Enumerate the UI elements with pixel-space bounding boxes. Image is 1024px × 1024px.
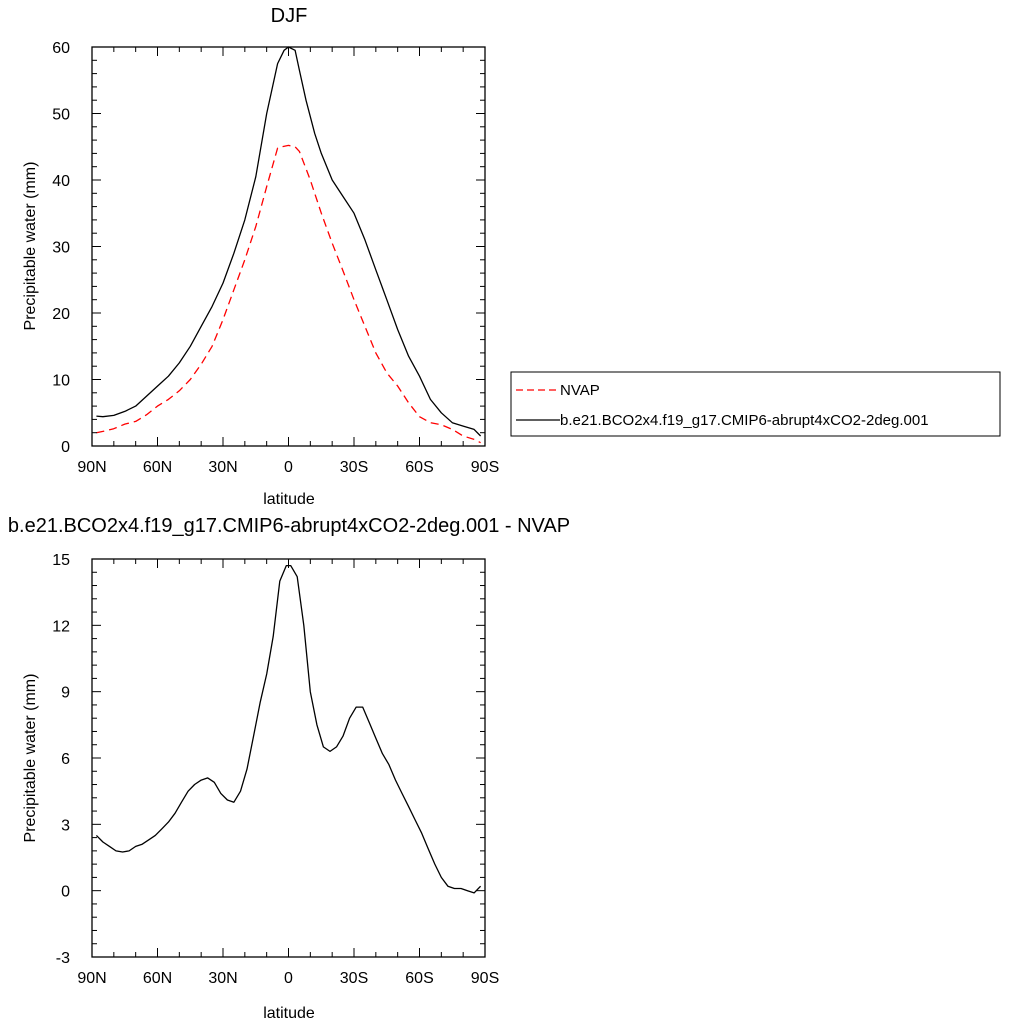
y-tick-label: 15 [52,552,70,569]
x-tick-label: 30S [340,459,368,476]
x-tick-label: 60S [405,459,433,476]
x-tick-label: 30S [340,970,368,987]
y-tick-label: -3 [56,950,70,967]
series-line-nvap [96,144,481,444]
tick-label-group: 90N 60N 30N 0 30S 60S 90S 0 10 20 30 40 50 60 [52,40,499,476]
x-tick-label: 90S [471,970,499,987]
y-tick-label: 50 [52,107,70,124]
chart-title: b.e21.BCO2x4.f19_g17.CMIP6-abrupt4xCO2-2… [8,515,570,537]
y-tick-label: 9 [61,685,70,702]
tick-label-group: 90N 60N 30N 0 30S 60S 90S -3 0 3 6 9 12 15 [52,552,499,987]
y-tick-label: 0 [61,439,70,456]
x-tick-label: 60N [143,459,172,476]
tick-group [91,558,486,958]
y-tick-label: 0 [61,884,70,901]
plot-frame [91,558,486,958]
x-tick-label: 0 [284,970,293,987]
x-tick-label: 90N [77,970,106,987]
y-tick-label: 20 [52,306,70,323]
x-tick-label: 30N [208,459,237,476]
legend-label-model: b.e21.BCO2x4.f19_g17.CMIP6-abrupt4xCO2-2… [560,412,929,429]
x-tick-label: 0 [284,459,293,476]
legend-box [510,371,1001,437]
y-tick-label: 12 [52,618,70,635]
difference-panel: b.e21.BCO2x4.f19_g17.CMIP6-abrupt4xCO2-2… [8,515,570,1022]
y-tick-label: 6 [61,751,70,768]
y-tick-label: 10 [52,373,70,390]
djf-panel: DJF 90N 60N 30N 0 30S 60S 90S 0 10 20 30 40 50 60 lat… [22,5,1001,508]
y-tick-label: 60 [52,40,70,57]
y-tick-label: 30 [52,240,70,257]
legend: NVAP b.e21.BCO2x4.f19_g17.CMIP6-abrupt4x… [510,371,1001,437]
series-group [96,46,482,444]
x-tick-label: 90S [471,459,499,476]
x-tick-label: 30N [208,970,237,987]
x-axis-label: latitude [263,1005,315,1022]
y-axis-label: Precipitable water (mm) [22,162,39,331]
x-tick-label: 60N [143,970,172,987]
x-axis-label: latitude [263,491,315,508]
plot-frame [91,46,486,447]
x-tick-label: 60S [405,970,433,987]
series-line-difference [95,564,482,894]
chart-title: DJF [271,5,308,27]
y-axis-label: Precipitable water (mm) [22,674,39,843]
legend-label-nvap: NVAP [560,382,600,399]
y-tick-label: 3 [61,817,70,834]
tick-group [91,46,486,447]
y-tick-label: 40 [52,173,70,190]
series-group [95,564,482,894]
series-line-b [96,46,482,437]
x-tick-label: 90N [77,459,106,476]
